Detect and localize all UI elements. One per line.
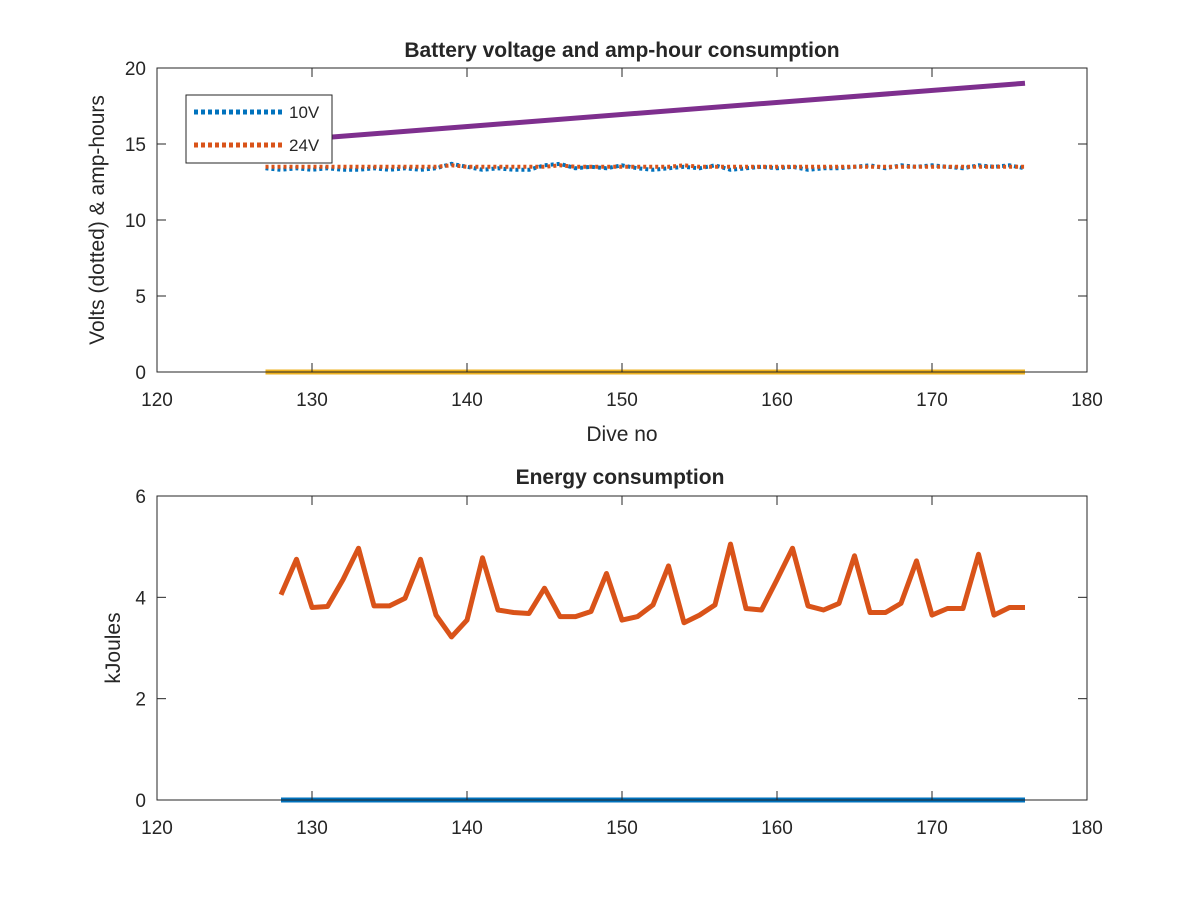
energy-chart-title: Energy consumption [516, 466, 725, 489]
energy-y-tick-label: 0 [135, 791, 146, 812]
legend-label-24v: 24V [289, 136, 320, 155]
energy-y-axis-label: kJoules [102, 612, 125, 683]
voltage-x-tick-label: 170 [916, 390, 948, 411]
energy-plot-area [157, 496, 1087, 800]
voltage-x-tick-label: 180 [1071, 390, 1103, 411]
voltage-x-ticks: 120 130 140 150 160 170 180 [141, 68, 1103, 411]
energy-x-tick-label: 150 [606, 818, 638, 839]
voltage-legend: 10V 24V [185, 94, 333, 164]
voltage-line-24v [265, 163, 1025, 169]
voltage-y-tick-label: 5 [135, 287, 146, 308]
voltage-y-tick-label: 15 [125, 135, 146, 156]
energy-x-tick-label: 130 [296, 818, 328, 839]
energy-x-tick-label: 170 [916, 818, 948, 839]
voltage-x-tick-label: 120 [141, 390, 173, 411]
voltage-x-tick-label: 140 [451, 390, 483, 411]
voltage-y-tick-label: 10 [125, 211, 146, 232]
voltage-y-tick-label: 20 [125, 59, 146, 80]
legend-box [185, 94, 333, 164]
energy-x-tick-label: 160 [761, 818, 793, 839]
voltage-x-axis-label: Dive no [586, 423, 657, 446]
voltage-y-tick-label: 0 [135, 363, 146, 384]
energy-y-tick-label: 2 [135, 690, 146, 711]
voltage-x-tick-label: 160 [761, 390, 793, 411]
energy-x-tick-label: 120 [141, 818, 173, 839]
voltage-x-tick-label: 150 [606, 390, 638, 411]
voltage-chart-title: Battery voltage and amp-hour consumption [404, 39, 839, 62]
voltage-line-10v [265, 161, 1026, 172]
energy-x-tick-label: 140 [451, 818, 483, 839]
voltage-axes: 120 130 140 150 160 170 180 0 5 10 15 20 Battery v… [86, 39, 1103, 446]
voltage-line-series-4 [280, 80, 1026, 144]
voltage-y-axis-label: Volts (dotted) & amp-hours [86, 95, 109, 345]
energy-line-series-1 [278, 541, 1025, 640]
voltage-y-ticks: 0 5 10 15 20 [125, 59, 1087, 384]
energy-y-tick-label: 4 [135, 588, 146, 609]
energy-y-tick-label: 6 [135, 487, 146, 508]
energy-x-tick-label: 180 [1071, 818, 1103, 839]
voltage-x-tick-label: 130 [296, 390, 328, 411]
legend-label-10v: 10V [289, 103, 320, 122]
energy-axes: 120 130 140 150 160 170 180 0 2 4 6 Energy consum… [102, 466, 1103, 839]
energy-x-ticks: 120 130 140 150 160 170 180 [141, 496, 1103, 839]
energy-y-ticks: 0 2 4 6 [135, 487, 1087, 812]
